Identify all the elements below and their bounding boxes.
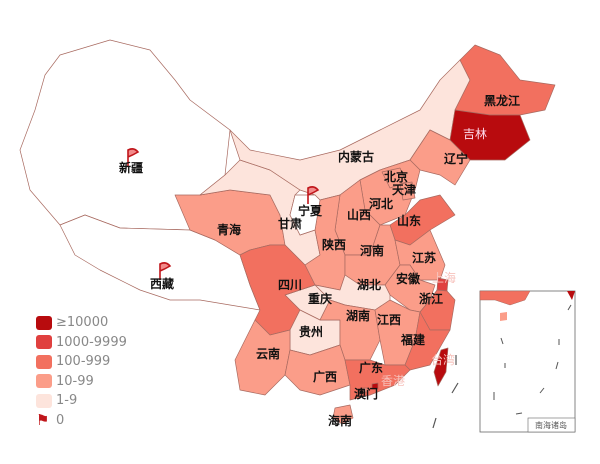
- flag-icon: [159, 262, 172, 280]
- label-shaanxi: 陕西: [322, 237, 346, 252]
- legend-item[interactable]: ≥10000: [36, 313, 127, 333]
- legend-swatch: [36, 374, 52, 389]
- province-ningxia[interactable]: [289, 194, 321, 236]
- province-hainan[interactable]: [332, 404, 354, 425]
- legend-swatch: [36, 354, 52, 369]
- legend-item[interactable]: ⚑ 0: [36, 411, 127, 431]
- label-sichuan: 四川: [278, 278, 302, 292]
- province-guangdong[interactable]: [344, 359, 411, 401]
- legend-label: ≥10000: [56, 315, 109, 331]
- label-guizhou: 贵州: [299, 324, 323, 339]
- province-tianjin[interactable]: [399, 181, 416, 201]
- legend-label: 10-99: [56, 373, 94, 389]
- flag-icon: [127, 148, 140, 166]
- flag-icon: ⚑: [36, 411, 50, 430]
- label-ningxia: 宁夏: [298, 203, 323, 218]
- label-liaoning: 辽宁: [444, 151, 468, 166]
- label-aomen: 澳门: [354, 386, 378, 401]
- label-hainan: 海南: [328, 413, 352, 428]
- label-jiangxi: 江西: [377, 312, 401, 327]
- province-beijing[interactable]: [381, 167, 407, 189]
- label-henan: 河南: [359, 243, 384, 258]
- label-beijing: 北京: [384, 169, 408, 184]
- legend-swatch: [36, 335, 52, 350]
- legend-item[interactable]: 100-999: [36, 352, 127, 372]
- legend-label: 0: [56, 412, 65, 428]
- province-aomen[interactable]: [362, 387, 368, 393]
- label-xianggang: 香港: [381, 374, 405, 388]
- label-shandong: 山东: [397, 213, 421, 228]
- label-tianjin: 天津: [392, 182, 416, 197]
- label-hebei: 河北: [368, 196, 393, 211]
- province-xianggang[interactable]: [371, 382, 379, 390]
- province-sichuan[interactable]: [239, 244, 316, 336]
- label-chongqing: 重庆: [308, 291, 332, 306]
- label-guangdong: 广东: [359, 360, 383, 375]
- label-hubei: 湖北: [357, 277, 381, 292]
- province-heilongjiang[interactable]: [454, 44, 556, 116]
- label-shanxi: 山西: [347, 207, 371, 222]
- label-gansu: 甘肃: [278, 216, 302, 231]
- label-zhejiang: 浙江: [419, 291, 443, 306]
- label-hunan: 湖南: [346, 308, 370, 323]
- legend-item[interactable]: 1000-9999: [36, 333, 127, 353]
- legend-label: 100-999: [56, 354, 111, 370]
- label-qinghai: 青海: [217, 222, 241, 237]
- label-taiwan: 台湾: [431, 352, 455, 367]
- province-taiwan[interactable]: [433, 347, 449, 387]
- label-guangxi: 广西: [313, 369, 337, 384]
- flag-icon: [307, 186, 320, 204]
- nine-dash-marks: [432, 355, 459, 429]
- south-sea-inset: 南海诸岛: [479, 290, 576, 433]
- label-xinjiang: 新疆: [119, 160, 143, 175]
- label-neimenggu: 内蒙古: [338, 149, 374, 164]
- legend-swatch: [36, 315, 52, 330]
- label-jiangsu: 江苏: [412, 250, 436, 265]
- province-yunnan[interactable]: [234, 319, 291, 396]
- label-xizang: 西藏: [150, 276, 174, 291]
- legend: ≥10000 1000-9999 100-999 10-99 1-9 ⚑ 0: [36, 313, 127, 430]
- legend-swatch: [36, 393, 52, 408]
- label-heilongjiang: 黑龙江: [484, 93, 520, 108]
- legend-item[interactable]: 1-9: [36, 391, 127, 411]
- label-fujian: 福建: [400, 332, 426, 347]
- label-anhui: 安徽: [396, 271, 421, 286]
- label-yunnan: 云南: [256, 346, 280, 361]
- inset-label: 南海诸岛: [535, 420, 567, 430]
- label-shanghai: 上海: [432, 270, 456, 285]
- label-jilin: 吉林: [463, 127, 487, 141]
- legend-item[interactable]: 10-99: [36, 372, 127, 392]
- legend-label: 1000-9999: [56, 334, 127, 350]
- legend-label: 1-9: [56, 393, 78, 409]
